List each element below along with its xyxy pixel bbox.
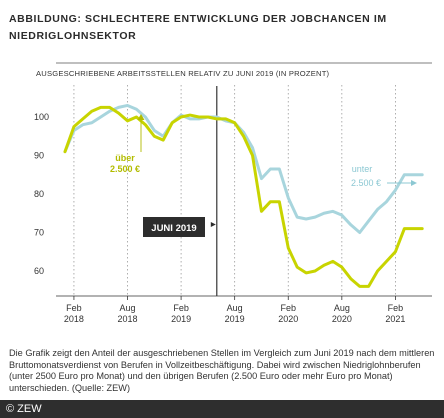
series: [63, 103, 424, 288]
x-tick-label: Aug: [120, 303, 136, 313]
x-tick-label: Feb: [66, 303, 82, 313]
y-tick-label: 70: [34, 228, 44, 238]
x-tick-label: Aug: [227, 303, 243, 313]
x-tick-label: Feb: [280, 303, 296, 313]
label-arrow: [137, 114, 145, 120]
figure-title: ABBILDUNG: SCHLECHTERE ENTWICKLUNG DER J…: [9, 13, 387, 42]
x-tick-label: 2018: [117, 314, 137, 324]
series-label: unter: [352, 164, 373, 174]
x-tick-label: 2019: [171, 314, 191, 324]
y-tick-label: 100: [34, 112, 49, 122]
y-axis-title: AUSGESCHRIEBENE ARBEITSSTELLEN RELATIV Z…: [36, 69, 330, 78]
label-arrow: [411, 180, 417, 186]
y-tick-label: 90: [34, 151, 44, 161]
y-tick-label: 80: [34, 189, 44, 199]
copyright-label: © ZEW: [6, 403, 42, 415]
series-line: [63, 105, 424, 288]
footer-bar: © ZEW: [0, 400, 444, 418]
x-tick-label: 2020: [278, 314, 298, 324]
x-tick-label: 2018: [64, 314, 84, 324]
reference-badge: [143, 217, 205, 237]
reference-marker: JUNI 2019: [143, 86, 218, 296]
line-chart: AUSGESCHRIEBENE ARBEITSSTELLEN RELATIV Z…: [34, 62, 432, 324]
x-tick-label: Aug: [334, 303, 350, 313]
x-tick-label: 2019: [225, 314, 245, 324]
series-label: 2.500 €: [110, 164, 140, 174]
y-axis: 60 70 80 90 100: [34, 112, 49, 276]
x-tick-label: Feb: [173, 303, 189, 313]
reference-arrow: [210, 222, 216, 227]
reference-label: JUNI 2019: [151, 223, 196, 234]
x-tick-label: 2020: [332, 314, 352, 324]
series-label: 2.500 €: [351, 178, 381, 188]
x-tick-label: Feb: [388, 303, 404, 313]
figure-caption: Die Grafik zeigt den Anteil der ausgesch…: [9, 348, 435, 393]
series-label: über: [115, 153, 135, 163]
x-tick-label: 2021: [385, 314, 405, 324]
x-axis: Feb2018Aug2018Feb2019Aug2019Feb2020Aug20…: [64, 296, 405, 324]
series-line: [63, 103, 424, 234]
y-tick-label: 60: [34, 266, 44, 276]
